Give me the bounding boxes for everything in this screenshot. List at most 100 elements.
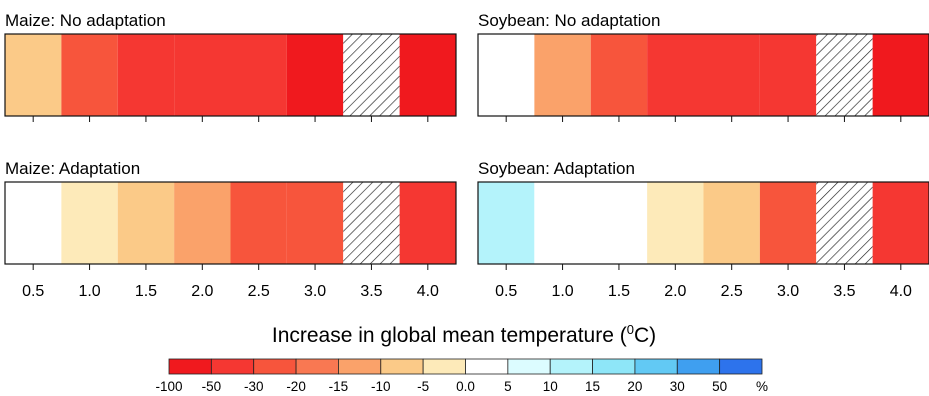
panel-frame [4, 181, 457, 265]
colorbar-swatch [549, 358, 593, 375]
colorbar-swatch [676, 358, 721, 375]
x-axis-label-end: C) [634, 324, 656, 347]
colorbar-tick-label: -100 [155, 379, 182, 394]
x-tick-label: 2.0 [664, 283, 686, 300]
panel-soybean-adaptation: Soybean: Adaptation [477, 159, 929, 270]
x-tick-label: 1.5 [135, 283, 157, 300]
heat-cell [174, 182, 231, 264]
x-tick-labels: 0.5 1.0 1.5 2.0 2.5 3.0 3.5 4.0 0.5 1.0 1.5 2.0 2.5 3… [22, 283, 912, 300]
heat-cell [590, 34, 648, 116]
colorbar-swatch [592, 358, 636, 375]
colorbar-tick-label: 20 [627, 379, 642, 394]
x-tick-label: 4.0 [417, 283, 439, 300]
colorbar-swatch [380, 358, 424, 375]
x-tick-label: 2.5 [248, 283, 270, 300]
cell-group [4, 33, 457, 117]
colorbar-swatch [507, 358, 551, 375]
colorbar-tick-label: 10 [543, 379, 558, 394]
colorbar-swatch [210, 358, 255, 375]
x-tick-label: 4.0 [890, 283, 912, 300]
panel-maize-adaptation: Maize: Adaptation [4, 159, 457, 270]
tick-mark-group [505, 116, 902, 122]
colorbar-swatch [253, 358, 297, 375]
heat-cell [61, 34, 118, 116]
heat-cell [816, 182, 873, 264]
heat-cell [534, 182, 591, 264]
colorbar-swatch [168, 358, 212, 375]
colorbar-tick-label: 30 [670, 379, 685, 394]
heat-cell [230, 182, 287, 264]
heat-cell [174, 34, 231, 116]
panel-title: Soybean: Adaptation [478, 159, 635, 178]
colorbar-tick-label: -15 [329, 379, 349, 394]
x-tick-label: 3.0 [777, 283, 799, 300]
colorbar-tick-label: -50 [202, 379, 222, 394]
panel-frame [4, 33, 457, 117]
cell-group [4, 181, 457, 265]
x-tick-label: 3.5 [833, 283, 855, 300]
panel-frame [477, 33, 929, 117]
heat-cell [230, 34, 287, 116]
colorbar-tick-label: % [756, 379, 768, 394]
tick-mark-group [32, 116, 429, 122]
heat-cell [343, 182, 400, 264]
panel-title: Maize: No adaptation [5, 11, 166, 30]
x-tick-label: 1.5 [608, 283, 630, 300]
colorbar-tick-label: -10 [371, 379, 391, 394]
heat-cell [5, 182, 62, 264]
colorbar-swatch [719, 358, 763, 375]
colorbar-swatch [422, 358, 466, 375]
heat-cell [647, 182, 704, 264]
colorbar-swatch [338, 358, 382, 375]
colorbar-labels: -100 -50 -30 -20 -15 -10 -5 0.0 5 10 15 20 30 50% [155, 379, 768, 394]
panel-title: Maize: Adaptation [5, 159, 140, 178]
heat-cell [117, 182, 175, 264]
colorbar-tick-label: -5 [417, 379, 429, 394]
colorbar [168, 358, 763, 375]
heat-cell [647, 34, 704, 116]
x-tick-label: 1.0 [551, 283, 573, 300]
x-tick-label: 0.5 [22, 283, 44, 300]
heat-cell [117, 34, 175, 116]
x-tick-label: 3.0 [304, 283, 326, 300]
heat-cell [759, 182, 817, 264]
panel-title: Soybean: No adaptation [478, 11, 660, 30]
x-tick-label: 1.0 [78, 283, 100, 300]
cell-group [477, 33, 929, 117]
x-tick-label: 0.5 [495, 283, 517, 300]
heat-cell [872, 182, 929, 264]
x-tick-label: 2.5 [721, 283, 743, 300]
colorbar-tick-label: 15 [585, 379, 600, 394]
x-axis-label: Increase in global mean temperature (0C) [272, 322, 656, 347]
heat-cell [5, 34, 62, 116]
panel-maize-no-adaptation: Maize: No adaptation [4, 11, 457, 122]
colorbar-tick-label: -20 [286, 379, 306, 394]
heat-cell [399, 182, 456, 264]
heat-cell [703, 34, 760, 116]
tick-mark-group [505, 264, 902, 270]
heat-cell [399, 34, 456, 116]
panel-soybean-no-adaptation: Soybean: No adaptation [477, 11, 929, 122]
heat-cell [872, 34, 929, 116]
x-tick-label: 2.0 [191, 283, 213, 300]
colorbar-tick-label: 0.0 [456, 379, 475, 394]
colorbar-swatch [634, 358, 678, 375]
heat-cell [703, 182, 760, 264]
heat-cell [478, 182, 535, 264]
heat-cell [534, 34, 591, 116]
heat-cell [590, 182, 648, 264]
x-tick-label: 3.5 [360, 283, 382, 300]
colorbar-tick-label: 5 [504, 379, 512, 394]
tick-mark-group [32, 264, 429, 270]
heat-cell [478, 34, 535, 116]
colorbar-tick-label: 50 [712, 379, 727, 394]
x-axis-label-superscript: 0 [627, 322, 634, 337]
colorbar-swatch [465, 358, 509, 375]
heat-cell [816, 34, 873, 116]
heat-cell [286, 34, 344, 116]
heat-cell [286, 182, 344, 264]
heat-cell [759, 34, 817, 116]
heat-cell [343, 34, 400, 116]
colorbar-tick-label: -30 [244, 379, 264, 394]
